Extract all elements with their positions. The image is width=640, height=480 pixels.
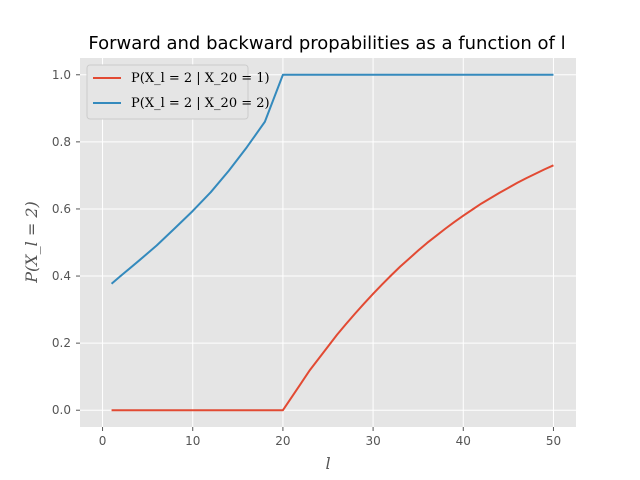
tick-labels: 0 10 20 30 40 50 0.0 0.2 0.4 0.6 0.8 1.0 <box>52 68 561 448</box>
x-tick-label: 20 <box>275 434 290 448</box>
grid <box>80 58 576 427</box>
legend-box <box>86 64 249 120</box>
y-tick-label: 0.2 <box>52 336 71 350</box>
chart-title: Forward and backward propabilities as a … <box>88 33 565 54</box>
x-axis-label: l <box>325 454 330 473</box>
y-tick-label: 0.6 <box>52 202 71 216</box>
y-axis-label: P(X_l = 2) <box>22 201 41 284</box>
legend-label-1: P(X_l = 2 | X_20 = 1) <box>131 71 270 86</box>
legend: P(X_l = 2 | X_20 = 1) P(X_l = 2 | X_20 =… <box>86 64 270 120</box>
y-tick-label: 1.0 <box>52 68 71 82</box>
series-line-1 <box>111 164 554 412</box>
x-tick-label: 30 <box>365 434 380 448</box>
x-tick-label: 10 <box>185 434 200 448</box>
series-line-2 <box>110 73 554 285</box>
series-group <box>110 73 554 412</box>
legend-label-2: P(X_l = 2 | X_20 = 2) <box>131 96 270 111</box>
y-tick-label: 0.0 <box>52 403 71 417</box>
x-tick-label: 0 <box>99 434 107 448</box>
chart-title-text: Forward and backward propabilities as a … <box>88 33 565 54</box>
y-tick-label: 0.4 <box>52 269 71 283</box>
y-tick-label: 0.8 <box>52 135 71 149</box>
x-tick-label: 40 <box>456 434 471 448</box>
x-tick-label: 50 <box>546 434 561 448</box>
